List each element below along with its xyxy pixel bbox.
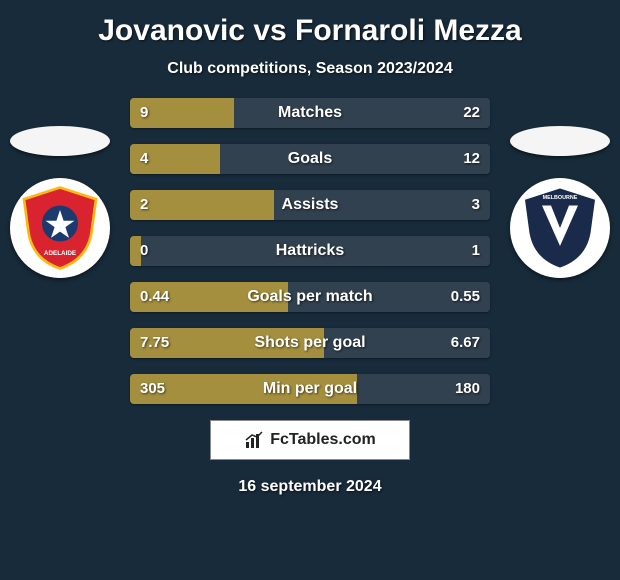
- brand-box: FcTables.com: [210, 420, 410, 460]
- stat-row: 412Goals: [130, 144, 490, 174]
- stat-row: 01Hattricks: [130, 236, 490, 266]
- stat-row: 305180Min per goal: [130, 374, 490, 404]
- right-club-logo: MELBOURNE: [510, 178, 610, 278]
- row-label: Goals: [130, 144, 490, 174]
- left-country-flag: [10, 126, 110, 156]
- page-title: Jovanovic vs Fornaroli Mezza: [0, 14, 620, 48]
- stat-row: 7.756.67Shots per goal: [130, 328, 490, 358]
- melbourne-victory-logo-icon: MELBOURNE: [515, 183, 605, 273]
- svg-text:ADELAIDE: ADELAIDE: [44, 250, 76, 257]
- row-label: Assists: [130, 190, 490, 220]
- chart-icon: [244, 430, 264, 450]
- row-label: Hattricks: [130, 236, 490, 266]
- brand-text: FcTables.com: [270, 431, 376, 449]
- adelaide-united-logo-icon: ADELAIDE: [15, 183, 105, 273]
- comparison-infographic: Jovanovic vs Fornaroli Mezza Club compet…: [0, 0, 620, 580]
- right-country-flag: [510, 126, 610, 156]
- row-label: Min per goal: [130, 374, 490, 404]
- row-label: Goals per match: [130, 282, 490, 312]
- comparison-rows: 922Matches 412Goals 23Assists 01Hattricks 0.…: [130, 98, 490, 404]
- row-label: Matches: [130, 98, 490, 128]
- date-text: 16 september 2024: [0, 478, 620, 496]
- svg-text:MELBOURNE: MELBOURNE: [543, 195, 578, 201]
- stat-row: 922Matches: [130, 98, 490, 128]
- stat-row: 23Assists: [130, 190, 490, 220]
- subtitle: Club competitions, Season 2023/2024: [0, 60, 620, 78]
- row-label: Shots per goal: [130, 328, 490, 358]
- left-club-logo: ADELAIDE: [10, 178, 110, 278]
- stat-row: 0.440.55Goals per match: [130, 282, 490, 312]
